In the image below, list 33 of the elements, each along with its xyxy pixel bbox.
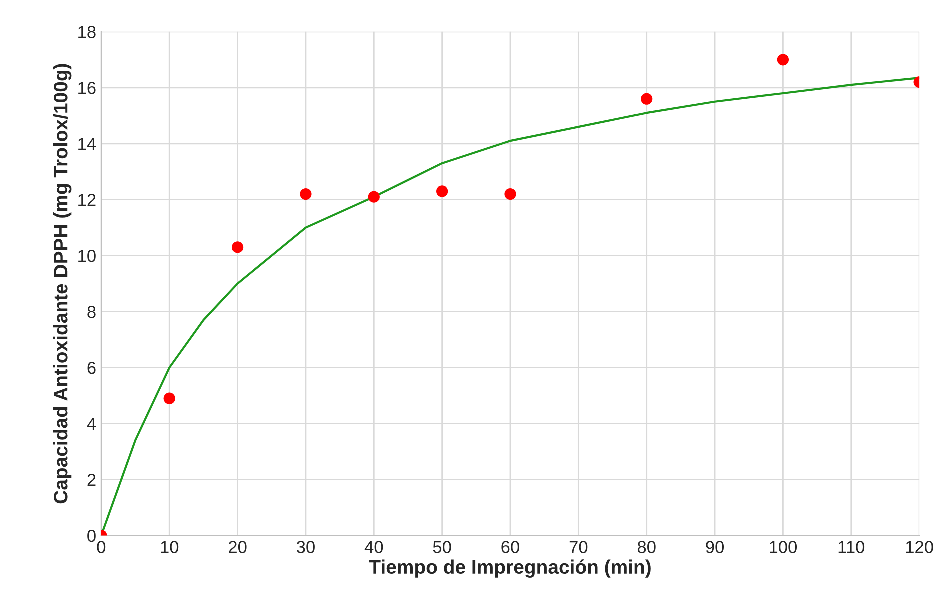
- point: [436, 186, 448, 198]
- y-tick-label: 18: [78, 26, 96, 38]
- x-tick-label: 50: [433, 541, 452, 554]
- x-tick-label: 10: [161, 541, 179, 554]
- x-tick-label: 80: [638, 541, 656, 554]
- y-axis-title: Capacidad Antioxidante DPPH (mg Trolox/100g): [54, 64, 72, 504]
- point: [368, 191, 380, 203]
- point: [164, 392, 176, 404]
- x-tick-label: 120: [906, 541, 934, 554]
- y-tick-label: 0: [88, 530, 96, 542]
- y-tick-label: 8: [88, 306, 96, 318]
- y-tick-label: 16: [78, 82, 96, 94]
- y-tick-label: 10: [78, 250, 96, 262]
- y-tick-label: 14: [78, 138, 96, 150]
- x-tick-label: 20: [229, 541, 247, 554]
- point: [777, 54, 790, 66]
- x-tick-label: 40: [364, 541, 384, 554]
- point: [504, 188, 516, 200]
- y-tick-label: 6: [88, 362, 96, 374]
- x-tick-label: 0: [97, 541, 106, 554]
- y-tick-label: 4: [87, 418, 96, 430]
- point: [641, 93, 653, 105]
- y-tick-label: 2: [88, 474, 96, 486]
- x-tick-label: 30: [296, 541, 315, 554]
- x-tick-label: 110: [838, 541, 865, 554]
- point: [300, 188, 312, 200]
- x-tick-label: 70: [570, 541, 588, 554]
- x-tick-label: 100: [770, 541, 798, 554]
- x-axis-title: Tiempo de Impregnación (min): [369, 560, 651, 578]
- point: [232, 242, 244, 254]
- x-tick-label: 90: [706, 541, 724, 554]
- x-tick-label: 60: [502, 541, 520, 554]
- y-tick-label: 12: [78, 194, 96, 206]
